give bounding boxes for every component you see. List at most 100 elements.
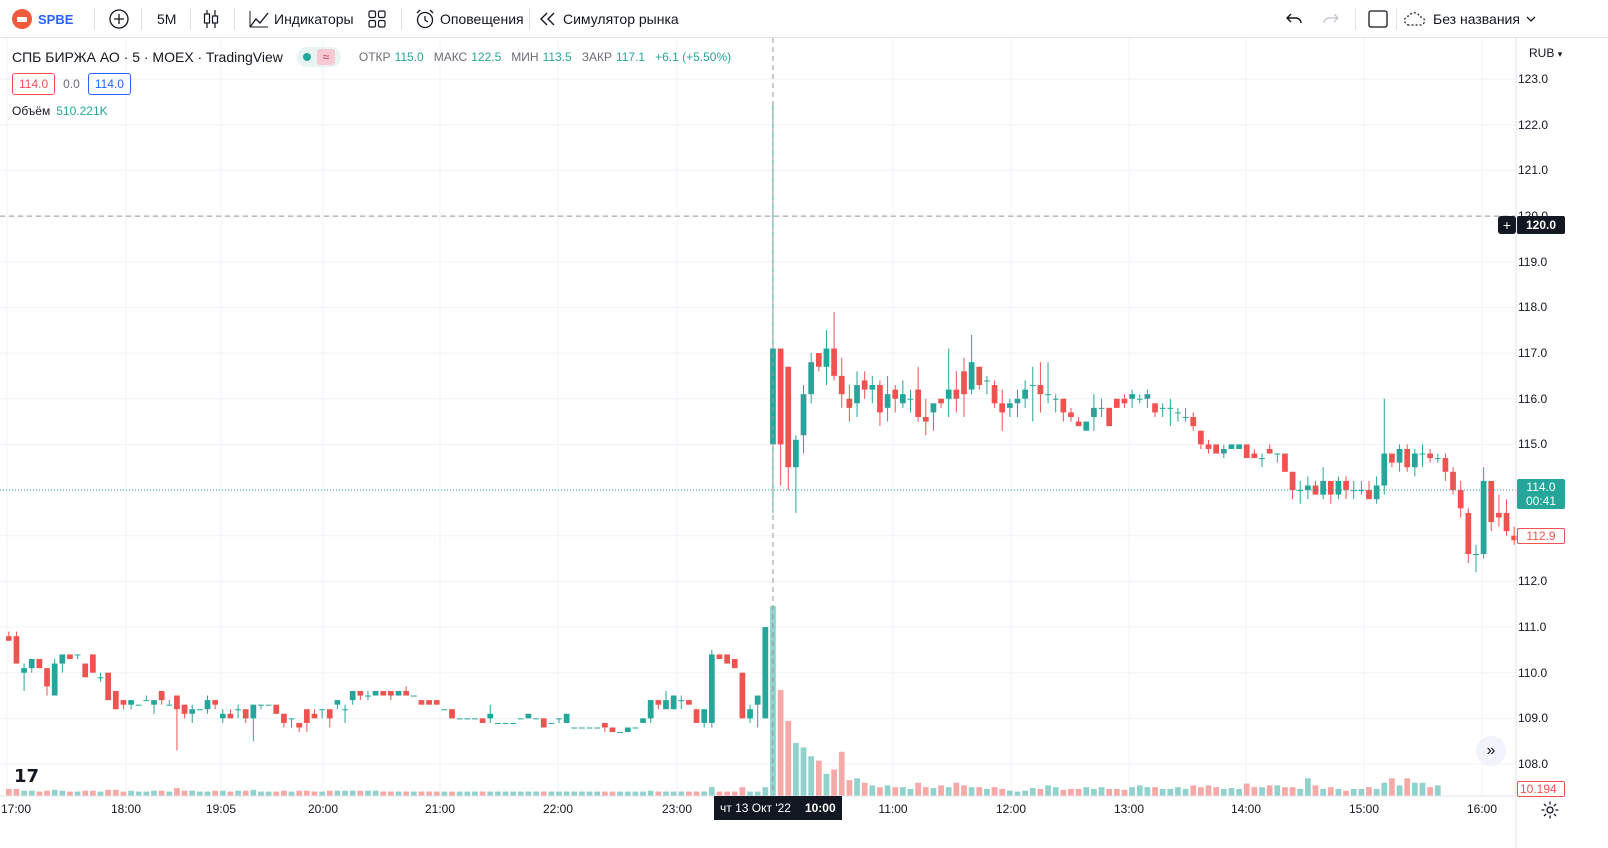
volume-bar (793, 742, 799, 796)
candle-body (1068, 412, 1074, 417)
candle-body (708, 654, 715, 723)
candle-body (212, 700, 219, 705)
candle-body (785, 366, 792, 468)
volume-bar (365, 790, 371, 796)
candle-body (1503, 512, 1510, 532)
volume-bar (487, 791, 494, 796)
candle (1190, 412, 1197, 431)
volume-legend[interactable]: Объём 510.221K (12, 104, 108, 118)
open-value: 115.0 (394, 50, 424, 64)
volume-bar (357, 790, 364, 796)
add-price-level-button[interactable]: + (1498, 216, 1516, 234)
volume-bar (1289, 787, 1296, 796)
volume-bar (525, 791, 532, 796)
candle-body (326, 709, 333, 719)
candle-body (441, 709, 448, 711)
currency-selector[interactable]: RUB ▾ (1529, 46, 1562, 60)
volume-bar (877, 787, 883, 796)
candle (617, 732, 623, 734)
ask-price-button[interactable]: 114.0 (87, 73, 131, 95)
candle (915, 366, 922, 422)
templates-button[interactable] (368, 0, 386, 38)
candle (495, 722, 501, 724)
volume-bar (418, 791, 425, 796)
compare-add-button[interactable] (108, 0, 130, 38)
candles-icon (202, 9, 220, 29)
candle-body (647, 700, 654, 719)
candle-body (1396, 448, 1403, 463)
volume-bar (953, 782, 960, 796)
candle (716, 654, 723, 660)
volume-bar (174, 788, 180, 796)
candle-body (517, 718, 524, 720)
volume-bar (548, 791, 555, 796)
chart-style-button[interactable] (202, 0, 220, 38)
candle (548, 722, 555, 724)
scroll-to-realtime-button[interactable]: » (1476, 736, 1506, 766)
candle (365, 690, 371, 701)
candle-body (1152, 403, 1158, 413)
fullscreen-button[interactable] (1368, 0, 1388, 38)
candle (1442, 453, 1449, 481)
legend-title[interactable]: СПБ БИРЖА АО · 5 · MOEX · TradingView (12, 49, 283, 65)
bid-ask-row: 114.0 0.0 114.0 (12, 73, 131, 95)
crosshair-lines (0, 38, 1516, 796)
candle-body (51, 663, 58, 696)
indicators-button[interactable]: Индикаторы (248, 0, 354, 38)
alerts-button[interactable]: Оповещения (414, 0, 524, 38)
candle (762, 627, 769, 719)
volume-bar (13, 788, 20, 796)
layout-menu-button[interactable]: Без названия (1403, 0, 1536, 38)
candle-body (1465, 512, 1472, 554)
symbol-search-button[interactable]: SPBE (12, 0, 73, 38)
candle (311, 709, 318, 719)
bid-price-button[interactable]: 114.0 (12, 73, 56, 95)
volume-bar (28, 790, 35, 796)
candle (303, 709, 310, 733)
market-status-badge[interactable]: ≈ (296, 47, 341, 67)
tradingview-logo[interactable]: 𝟭𝟳 (14, 766, 40, 786)
candle-body (510, 722, 517, 724)
candle (502, 722, 509, 724)
candle-body (227, 713, 234, 719)
volume-bar (112, 789, 119, 796)
candle (1136, 394, 1143, 404)
candle-body (235, 709, 241, 711)
candle (265, 704, 272, 706)
candle (1465, 508, 1472, 564)
candle-body (410, 695, 417, 697)
candle (678, 695, 685, 710)
redo-button[interactable] (1322, 0, 1340, 38)
candle (594, 727, 601, 729)
volume-bar (1175, 787, 1181, 796)
volume-bar (1243, 783, 1250, 796)
price-tick-label: 116.0 (1518, 391, 1548, 406)
undo-button[interactable] (1285, 0, 1303, 38)
interval-button[interactable]: 5М (157, 0, 176, 38)
candle (112, 690, 119, 710)
candle-body (540, 718, 547, 728)
time-tick-label: 19:05 (205, 802, 237, 816)
price-tick-label: 117.0 (1518, 346, 1548, 361)
candle-body (464, 718, 471, 720)
candle (204, 695, 211, 714)
time-tick-label: 13:00 (1113, 802, 1145, 816)
volume-bar (808, 756, 815, 796)
candle (158, 690, 165, 705)
volume-bar (869, 785, 876, 796)
candle (181, 704, 188, 719)
settings-button[interactable] (1540, 800, 1560, 825)
volume-bar (984, 788, 990, 796)
price-tick-label: 108.0 (1518, 757, 1549, 772)
candle-body (1075, 421, 1082, 427)
layout-name: Без названия (1433, 11, 1520, 27)
volume-bar (143, 791, 150, 796)
volume-bar (846, 780, 853, 796)
replay-button[interactable]: Симулятор рынка (539, 0, 679, 38)
candle (472, 718, 478, 720)
candle (296, 722, 303, 733)
candle-body (357, 690, 364, 696)
volume-bar (1335, 788, 1342, 796)
volume-bar (785, 720, 792, 796)
candle-body (640, 718, 646, 723)
